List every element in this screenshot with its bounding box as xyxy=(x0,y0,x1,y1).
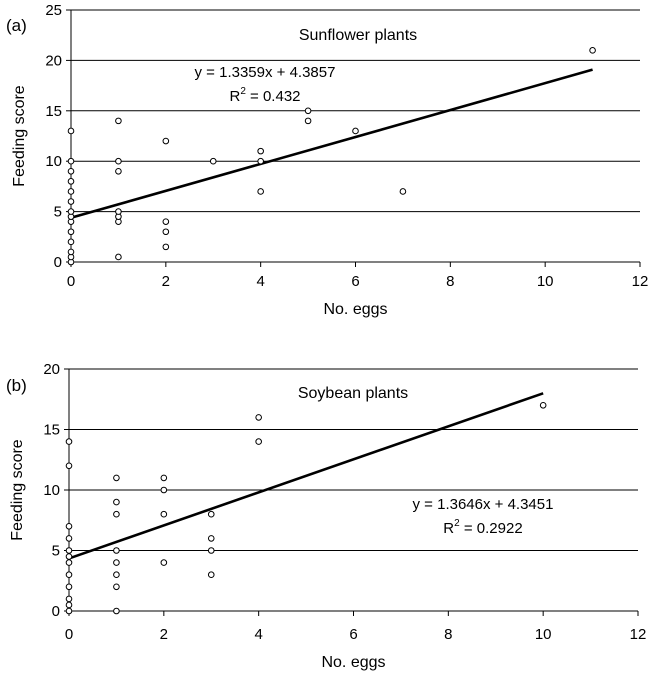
chart-b-data-point xyxy=(539,402,547,409)
chart-b-x-tick-label: 12 xyxy=(630,626,647,643)
chart-a-data-point xyxy=(399,188,407,195)
chart-a-data-point xyxy=(67,208,75,215)
chart-b-data-point xyxy=(207,571,215,579)
chart-b-data-point xyxy=(65,595,73,603)
chart-a-x-tick-label: 2 xyxy=(162,273,170,290)
chart-a-data-point xyxy=(304,117,312,125)
chart-b-y-tick-label: 10 xyxy=(43,482,60,499)
chart-a-data-point xyxy=(304,107,312,115)
chart-b-data-point xyxy=(65,571,73,579)
chart-a-data-point xyxy=(67,188,75,195)
chart-b-data-point xyxy=(207,535,215,542)
chart-b-data-point xyxy=(113,498,120,506)
chart-a-r-squared: R2 = 0.432 xyxy=(229,86,300,105)
chart-b-r-squared: R2 = 0.2922 xyxy=(443,518,522,537)
chart-a-data-point xyxy=(352,127,359,135)
chart-a-x-tick-label: 0 xyxy=(67,273,75,290)
chart-a-y-tick-label: 25 xyxy=(45,2,62,19)
chart-b-data-point xyxy=(65,523,73,530)
chart-a-data-point xyxy=(115,167,122,175)
chart-a-data-point xyxy=(257,188,264,195)
chart-b-data-point xyxy=(65,607,73,615)
chart-b-data-point xyxy=(113,547,120,554)
chart-a-y-tick-label: 0 xyxy=(54,254,62,271)
chart-a-data-point xyxy=(67,198,75,205)
chart-b-data-point xyxy=(255,414,262,421)
chart-a-panel-label: (a) xyxy=(6,16,27,35)
chart-b-data-point xyxy=(65,547,73,554)
chart-b-x-tick-label: 6 xyxy=(349,626,357,643)
chart-b-x-tick-label: 0 xyxy=(65,626,73,643)
chart-a-x-tick-label: 12 xyxy=(632,273,649,290)
chart-a-y-tick-label: 5 xyxy=(54,204,62,221)
chart-b-data-point xyxy=(113,559,120,566)
chart-a-x-tick-label: 8 xyxy=(446,273,454,290)
chart-a-y-tick-label: 20 xyxy=(45,52,62,69)
chart-b-data-point xyxy=(160,559,168,566)
chart-b-data-point xyxy=(160,510,168,518)
chart-b-x-axis-label: No. eggs xyxy=(321,654,385,671)
chart-a-data-point xyxy=(115,208,122,215)
chart-a-data-point xyxy=(162,228,170,236)
chart-a-data-point xyxy=(67,178,75,185)
chart-a-data-point xyxy=(115,117,122,125)
chart-b-data-point xyxy=(65,583,73,591)
chart-b-data-point xyxy=(207,510,215,518)
chart-b-title: Soybean plants xyxy=(298,385,408,402)
chart-a-data-point xyxy=(67,167,75,175)
chart-b-y-tick-label: 15 xyxy=(43,422,60,439)
chart-b-data-point xyxy=(113,474,120,482)
chart-a-y-axis-label: Feeding score xyxy=(11,85,28,186)
chart-a-data-point xyxy=(67,157,75,165)
chart-b-data-point xyxy=(113,571,120,579)
chart-a-title: Sunflower plants xyxy=(299,27,417,44)
chart-a-data-point xyxy=(115,253,122,261)
chart-b-data-point xyxy=(65,462,73,470)
chart-a-data-point xyxy=(257,157,264,165)
chart-b-data-point xyxy=(207,547,215,554)
chart-b-y-tick-label: 0 xyxy=(52,603,60,620)
chart-a-data-point xyxy=(589,47,596,54)
chart-a-y-tick-label: 15 xyxy=(45,103,62,120)
chart-b-x-tick-label: 8 xyxy=(444,626,452,643)
chart-b-equation: y = 1.3646x + 4.3451 xyxy=(413,496,554,513)
chart-b-x-tick-label: 2 xyxy=(160,626,168,643)
chart-a-data-point xyxy=(162,243,170,251)
chart-a-equation: y = 1.3359x + 4.3857 xyxy=(195,64,336,81)
chart-b-data-point xyxy=(160,486,168,494)
chart-b-trendline xyxy=(68,392,544,560)
chart-a-data-point xyxy=(162,137,170,145)
chart-a-data-point xyxy=(67,248,75,256)
chart-b-data-point xyxy=(65,601,73,609)
chart-a-data-point xyxy=(115,157,122,165)
chart-a-data-point xyxy=(67,127,75,135)
chart-a-data-point xyxy=(209,157,217,165)
chart-a-x-tick-label: 6 xyxy=(351,273,359,290)
chart-b-data-point xyxy=(113,583,120,591)
chart-b-panel-label: (b) xyxy=(6,376,27,395)
chart-b-x-tick-label: 10 xyxy=(535,626,552,643)
chart-a-y-tick-label: 10 xyxy=(45,153,62,170)
chart-a-data-point xyxy=(67,228,75,236)
chart-a-trendline xyxy=(70,68,593,220)
chart-b-y-tick-label: 5 xyxy=(52,543,60,560)
chart-b-data-point xyxy=(255,438,262,445)
chart-b-y-axis-label: Feeding score xyxy=(9,439,26,540)
chart-b-data-point xyxy=(65,438,73,445)
chart-a-data-point xyxy=(257,147,264,155)
chart-b-data-point xyxy=(65,559,73,566)
chart-a-data-point xyxy=(67,238,75,246)
chart-b-y-tick-label: 20 xyxy=(43,361,60,378)
chart-b-data-point xyxy=(65,553,73,560)
chart-a-data-point xyxy=(162,218,170,225)
chart-b-data-point xyxy=(65,535,73,542)
chart-b-data-point xyxy=(113,510,120,518)
chart-b-data-point xyxy=(113,607,120,615)
chart-a-x-tick-label: 4 xyxy=(256,273,264,290)
chart-b-x-tick-label: 4 xyxy=(254,626,262,643)
chart-a-x-tick-label: 10 xyxy=(537,273,554,290)
chart-a-x-axis-label: No. eggs xyxy=(323,301,387,318)
chart-b-data-point xyxy=(160,474,168,482)
